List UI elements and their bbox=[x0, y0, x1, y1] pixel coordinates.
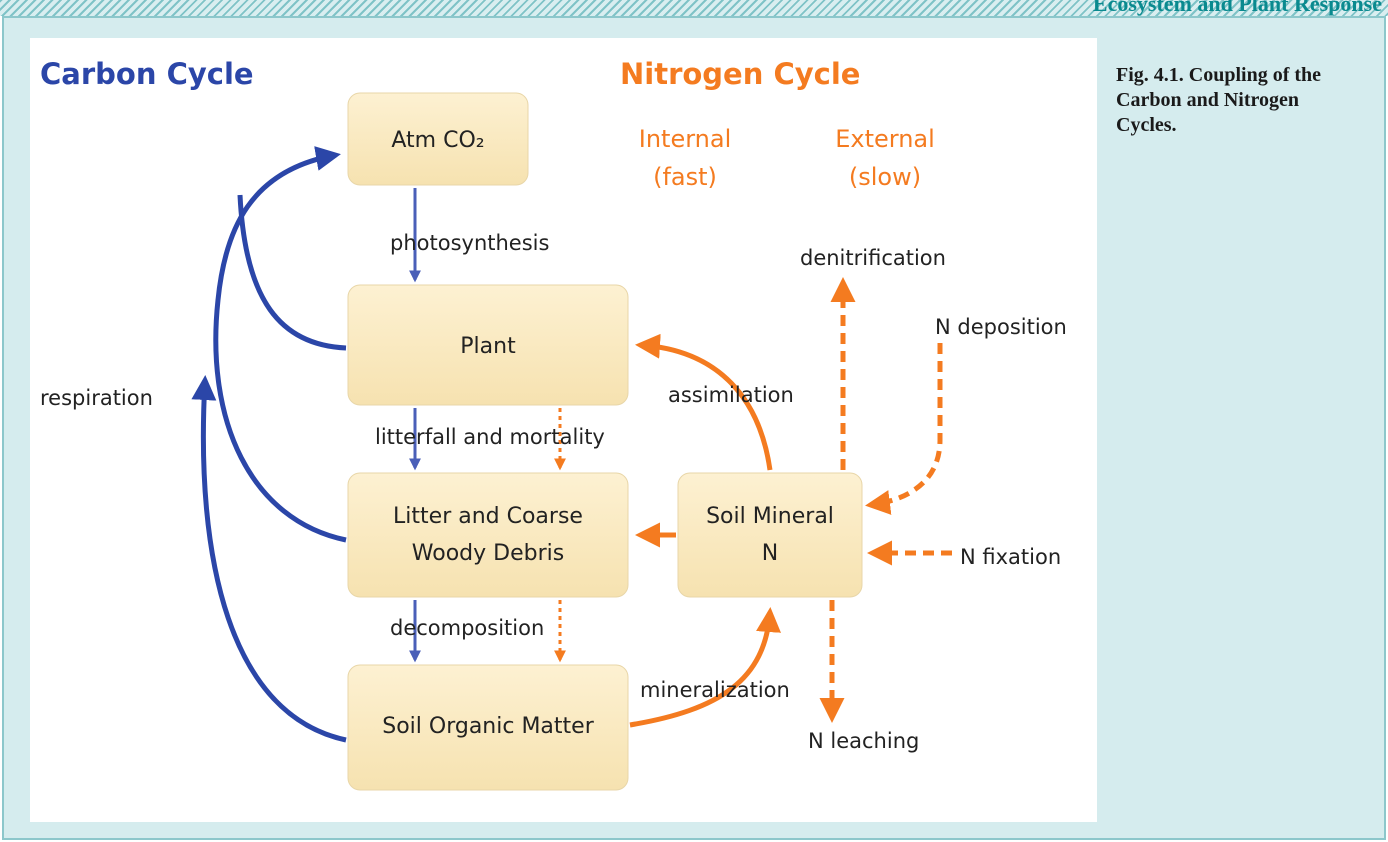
node-label: Litter and Coarse bbox=[393, 504, 583, 529]
nitrogen-arrows bbox=[629, 333, 781, 728]
node-box bbox=[677, 472, 863, 598]
internal-label: Internal bbox=[639, 125, 732, 153]
node-box bbox=[347, 472, 629, 598]
flow-label: N fixation bbox=[960, 545, 1061, 569]
nitrogen-title: Nitrogen Cycle bbox=[620, 57, 860, 91]
flow-label: litterfall and mortality bbox=[375, 425, 605, 449]
nitrogen-dashed-arrows bbox=[819, 277, 952, 723]
boxes bbox=[347, 92, 863, 791]
internal-label: (fast) bbox=[653, 163, 717, 191]
node-label: Atm CO₂ bbox=[391, 128, 484, 153]
figure-caption: Fig. 4.1. Coupling of the Carbon and Nit… bbox=[1116, 64, 1322, 136]
arrow bbox=[213, 146, 347, 543]
node-label: Soil Organic Matter bbox=[382, 714, 594, 739]
node-box bbox=[347, 284, 629, 406]
node-label: Plant bbox=[460, 334, 516, 359]
carbon-arrows bbox=[191, 146, 347, 743]
flow-label: N leaching bbox=[808, 729, 919, 753]
arrow bbox=[865, 343, 943, 515]
node-label: N bbox=[762, 541, 778, 566]
arrow bbox=[191, 375, 347, 743]
diagram: Carbon Cycle Nitrogen Cycle Internal (fa… bbox=[40, 57, 1067, 791]
figure-image: Carbon Cycle Nitrogen Cycle Internal (fa… bbox=[30, 38, 1097, 822]
node-box bbox=[347, 664, 629, 791]
flow-label: mineralization bbox=[640, 678, 790, 702]
flow-label: N deposition bbox=[935, 315, 1067, 339]
section-title: Ecosystem and Plant Response bbox=[1092, 0, 1382, 16]
arrow bbox=[629, 607, 781, 728]
flow-label: photosynthesis bbox=[390, 231, 549, 255]
node-label: Woody Debris bbox=[412, 541, 564, 566]
flow-label: decomposition bbox=[390, 616, 544, 640]
flow-label: denitrification bbox=[800, 246, 946, 270]
external-label: (slow) bbox=[849, 163, 921, 191]
node-label: Soil Mineral bbox=[706, 504, 834, 529]
header-strip: Ecosystem and Plant Response bbox=[0, 0, 1388, 16]
arrow bbox=[635, 333, 773, 471]
node-box bbox=[347, 92, 529, 186]
arrow bbox=[237, 194, 347, 351]
carbon-title: Carbon Cycle bbox=[40, 57, 254, 91]
external-label: External bbox=[835, 125, 935, 153]
flow-label: assimilation bbox=[668, 383, 794, 407]
flow-label: respiration bbox=[40, 386, 153, 410]
